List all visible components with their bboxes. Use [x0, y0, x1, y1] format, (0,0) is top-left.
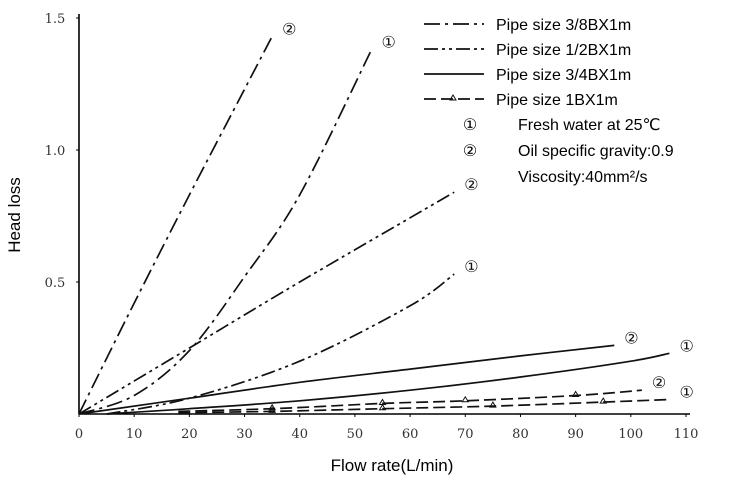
series-line-4	[106, 273, 455, 415]
x-tick-label: 60	[402, 427, 419, 442]
series-end-label: ①	[464, 257, 478, 276]
y-axis-title: Head loss	[5, 177, 24, 253]
note-symbol: ②	[463, 141, 477, 160]
legend-label-2: Pipe size 1/2BX1m	[496, 42, 631, 59]
triangle-marker	[268, 403, 277, 411]
note-symbol: ①	[463, 115, 477, 134]
legend-label-1: Pipe size 3/8BX1m	[496, 17, 631, 34]
series-end-label: ②	[652, 373, 666, 392]
series-end-label: ①	[679, 336, 693, 355]
x-tick-label: 90	[567, 427, 584, 442]
series-end-label: ①	[381, 33, 395, 52]
series-line-2	[78, 49, 373, 415]
x-tick-label: 110	[674, 427, 699, 442]
series-end-label: ②	[624, 328, 638, 347]
triangle-marker	[599, 397, 608, 404]
x-tick-label: 10	[126, 427, 143, 442]
series-line-5	[78, 344, 615, 415]
note-text: Oil specific gravity:0.9	[518, 143, 674, 160]
triangle-marker	[571, 390, 580, 398]
x-tick-label: 70	[457, 427, 474, 442]
y-tick-label: 1.5	[45, 12, 66, 27]
triangle-marker	[461, 395, 470, 403]
x-tick-label: 50	[347, 427, 364, 442]
series-end-label: ②	[464, 175, 478, 194]
note-text-continued: Viscosity:40mm²/s	[518, 169, 648, 186]
x-tick-label: 20	[181, 427, 198, 442]
y-tick-label: 0.5	[45, 276, 66, 291]
legend-label-3: Pipe size 3/4BX1m	[496, 67, 631, 84]
x-tick-label: 80	[512, 427, 529, 442]
x-axis-title: Flow rate(L/min)	[331, 456, 454, 475]
series-line-8	[178, 398, 670, 414]
y-tick-label: 1.0	[45, 144, 66, 159]
series-line-3	[78, 191, 455, 415]
series-end-label: ②	[282, 19, 296, 38]
triangle-marker	[378, 403, 387, 411]
series-group	[78, 36, 670, 415]
series-line-7	[178, 389, 642, 413]
note-text: Fresh water at 25℃	[518, 117, 661, 134]
x-tick-label: 100	[618, 427, 643, 442]
series-line-6	[106, 352, 670, 415]
axes: 0 10 20 30 40 50 60 70 80 90 100 110 0.5 1.0 1.5	[45, 12, 699, 442]
legend-triangle-marker	[449, 94, 457, 101]
x-tick-label: 40	[291, 427, 308, 442]
x-tick-label: 0	[75, 427, 83, 442]
x-tick-label: 30	[236, 427, 253, 442]
triangle-marker	[268, 406, 277, 413]
legend: Pipe size 3/8BX1m Pipe size 1/2BX1m Pipe s…	[424, 17, 674, 186]
series-line-1	[78, 36, 273, 415]
triangle-marker	[488, 401, 497, 408]
series-end-label: ①	[679, 382, 693, 401]
legend-label-4: Pipe size 1BX1m	[496, 92, 618, 109]
